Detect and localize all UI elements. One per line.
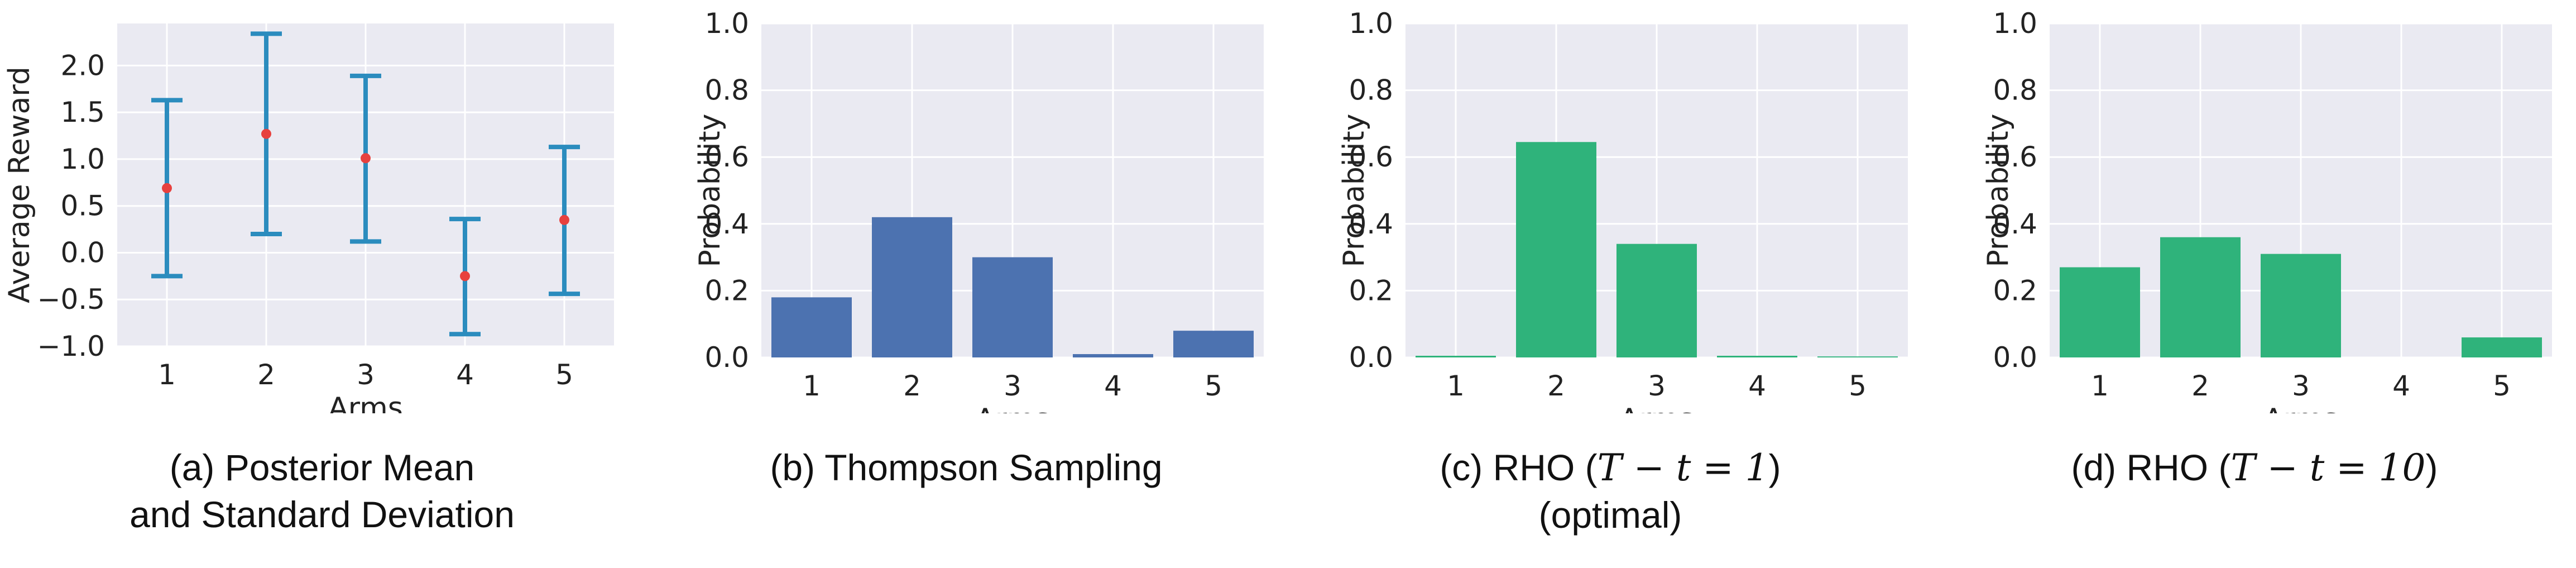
y-axis-label: Average Reward bbox=[3, 66, 36, 303]
x-axis-label: Arms bbox=[1619, 403, 1694, 413]
mean-point bbox=[559, 214, 569, 225]
caption-a: (a) Posterior Mean and Standard Deviatio… bbox=[0, 444, 644, 538]
y-tick-label: 0.4 bbox=[704, 208, 749, 240]
y-tick-label: 0.0 bbox=[1349, 341, 1393, 374]
y-tick-label: 0.2 bbox=[704, 274, 749, 307]
x-tick-label: 5 bbox=[2493, 370, 2511, 402]
y-tick-label: 0.4 bbox=[1993, 208, 2037, 240]
x-tick-label: 2 bbox=[2191, 370, 2209, 402]
x-tick-label: 1 bbox=[803, 370, 821, 402]
bar bbox=[1173, 331, 1254, 357]
x-axis-label: Arms bbox=[975, 403, 1050, 413]
caption-c-line1: (c) RHO (T − t = 1) bbox=[1288, 444, 1932, 491]
x-tick-label: 4 bbox=[456, 359, 474, 391]
caption-d-line1: (d) RHO (T − t = 10) bbox=[1932, 444, 2576, 491]
mean-point bbox=[162, 183, 172, 193]
bar bbox=[2160, 237, 2241, 357]
x-tick-label: 1 bbox=[2091, 370, 2109, 402]
y-tick-label: 0.5 bbox=[60, 190, 105, 222]
bar bbox=[1817, 356, 1898, 357]
mean-point bbox=[261, 128, 271, 139]
x-axis-label: Arms bbox=[2263, 403, 2338, 413]
x-tick-label: 2 bbox=[257, 359, 275, 391]
caption-d-prefix: (d) RHO ( bbox=[2071, 447, 2231, 488]
x-tick-label: 4 bbox=[2392, 370, 2410, 402]
y-tick-label: 1.0 bbox=[60, 143, 105, 175]
x-tick-label: 1 bbox=[1447, 370, 1465, 402]
mean-point bbox=[361, 153, 371, 164]
y-tick-label: 1.0 bbox=[704, 7, 749, 40]
y-tick-label: 0.8 bbox=[1349, 74, 1393, 107]
x-axis-label: Arms bbox=[328, 392, 403, 413]
bar bbox=[1717, 356, 1797, 357]
bar bbox=[1073, 354, 1153, 357]
panel-a: −1.0 −0.5 0.0 0.5 1.0 1.5 2.0 1 2 3 4 5 Arms Average … bbox=[0, 0, 644, 568]
x-tick-label: 3 bbox=[357, 359, 375, 391]
bar bbox=[1416, 356, 1496, 357]
y-tick-label: 1.5 bbox=[60, 96, 105, 128]
y-axis-label: Probability bbox=[693, 114, 727, 268]
caption-c-prefix: (c) RHO ( bbox=[1440, 447, 1598, 488]
y-tick-label: 0.0 bbox=[704, 341, 749, 374]
bar bbox=[872, 217, 952, 357]
y-tick-label: 0.6 bbox=[1993, 141, 2037, 173]
y-tick-label: 0.8 bbox=[1993, 74, 2037, 107]
mean-point bbox=[460, 271, 470, 281]
x-tick-label: 3 bbox=[1004, 370, 1021, 402]
caption-b: (b) Thompson Sampling bbox=[644, 444, 1288, 491]
bar bbox=[771, 297, 852, 357]
caption-a-line1: (a) Posterior Mean bbox=[169, 447, 475, 488]
y-tick-label: 0.4 bbox=[1349, 208, 1393, 240]
panel-b: 0.0 0.2 0.4 0.6 0.8 1.0 1 2 3 4 5 Arms Probability (… bbox=[644, 0, 1288, 568]
y-tick-label: 0.2 bbox=[1993, 274, 2037, 307]
x-tick-label: 2 bbox=[1547, 370, 1565, 402]
caption-c-suffix: ) bbox=[1768, 447, 1781, 488]
bar bbox=[1616, 244, 1697, 357]
panel-c: 0.0 0.2 0.4 0.6 0.8 1.0 1 2 3 4 5 Arms Probability (… bbox=[1288, 0, 1932, 568]
y-tick-label: 1.0 bbox=[1349, 7, 1393, 40]
x-tick-label: 3 bbox=[2292, 370, 2310, 402]
chart-d: 0.0 0.2 0.4 0.6 0.8 1.0 1 2 3 4 5 Arms Probability bbox=[1982, 7, 2552, 413]
y-axis-label: Probability bbox=[1982, 114, 2015, 268]
x-tick-label: 5 bbox=[1849, 370, 1867, 402]
y-tick-label: −1.0 bbox=[37, 330, 105, 362]
y-tick-label: 0.0 bbox=[60, 236, 105, 269]
x-tick-label: 4 bbox=[1748, 370, 1766, 402]
y-tick-label: 0.8 bbox=[704, 74, 749, 107]
x-tick-label: 2 bbox=[903, 370, 921, 402]
chart-a: −1.0 −0.5 0.0 0.5 1.0 1.5 2.0 1 2 3 4 5 Arms Average … bbox=[3, 23, 614, 413]
bar bbox=[972, 257, 1053, 357]
chart-b: 0.0 0.2 0.4 0.6 0.8 1.0 1 2 3 4 5 Arms Probability bbox=[693, 7, 1264, 413]
panel-d: 0.0 0.2 0.4 0.6 0.8 1.0 1 2 3 4 5 Arms Probability (… bbox=[1932, 0, 2576, 568]
caption-c-math: T − t = 1 bbox=[1597, 446, 1769, 489]
x-tick-label: 3 bbox=[1648, 370, 1666, 402]
y-tick-label: 0.0 bbox=[1993, 341, 2037, 374]
chart-c: 0.0 0.2 0.4 0.6 0.8 1.0 1 2 3 4 5 Arms Probability bbox=[1337, 7, 1908, 413]
y-tick-label: 0.2 bbox=[1349, 274, 1393, 307]
y-tick-label: 2.0 bbox=[60, 49, 105, 82]
caption-d-suffix: ) bbox=[2425, 447, 2438, 488]
bar bbox=[1516, 142, 1596, 358]
x-tick-label: 5 bbox=[555, 359, 573, 391]
bar bbox=[2462, 337, 2542, 357]
caption-a-line2: and Standard Deviation bbox=[129, 494, 515, 535]
caption-c-line2: (optimal) bbox=[1538, 494, 1682, 536]
y-tick-label: 0.6 bbox=[1349, 141, 1393, 173]
y-tick-label: 0.6 bbox=[704, 141, 749, 173]
bar bbox=[2060, 267, 2140, 357]
y-axis-label: Probability bbox=[1337, 114, 1371, 268]
y-tick-label: −0.5 bbox=[37, 283, 105, 316]
y-tick-label: 1.0 bbox=[1993, 7, 2037, 40]
caption-d: (d) RHO (T − t = 10) bbox=[1932, 444, 2576, 491]
caption-c: (c) RHO (T − t = 1) (optimal) bbox=[1288, 444, 1932, 538]
x-tick-label: 5 bbox=[1205, 370, 1222, 402]
caption-b-line1: (b) Thompson Sampling bbox=[770, 447, 1163, 488]
bar bbox=[2261, 254, 2341, 357]
x-tick-label: 1 bbox=[158, 359, 176, 391]
caption-d-math: T − t = 10 bbox=[2230, 446, 2426, 489]
x-tick-label: 4 bbox=[1104, 370, 1122, 402]
